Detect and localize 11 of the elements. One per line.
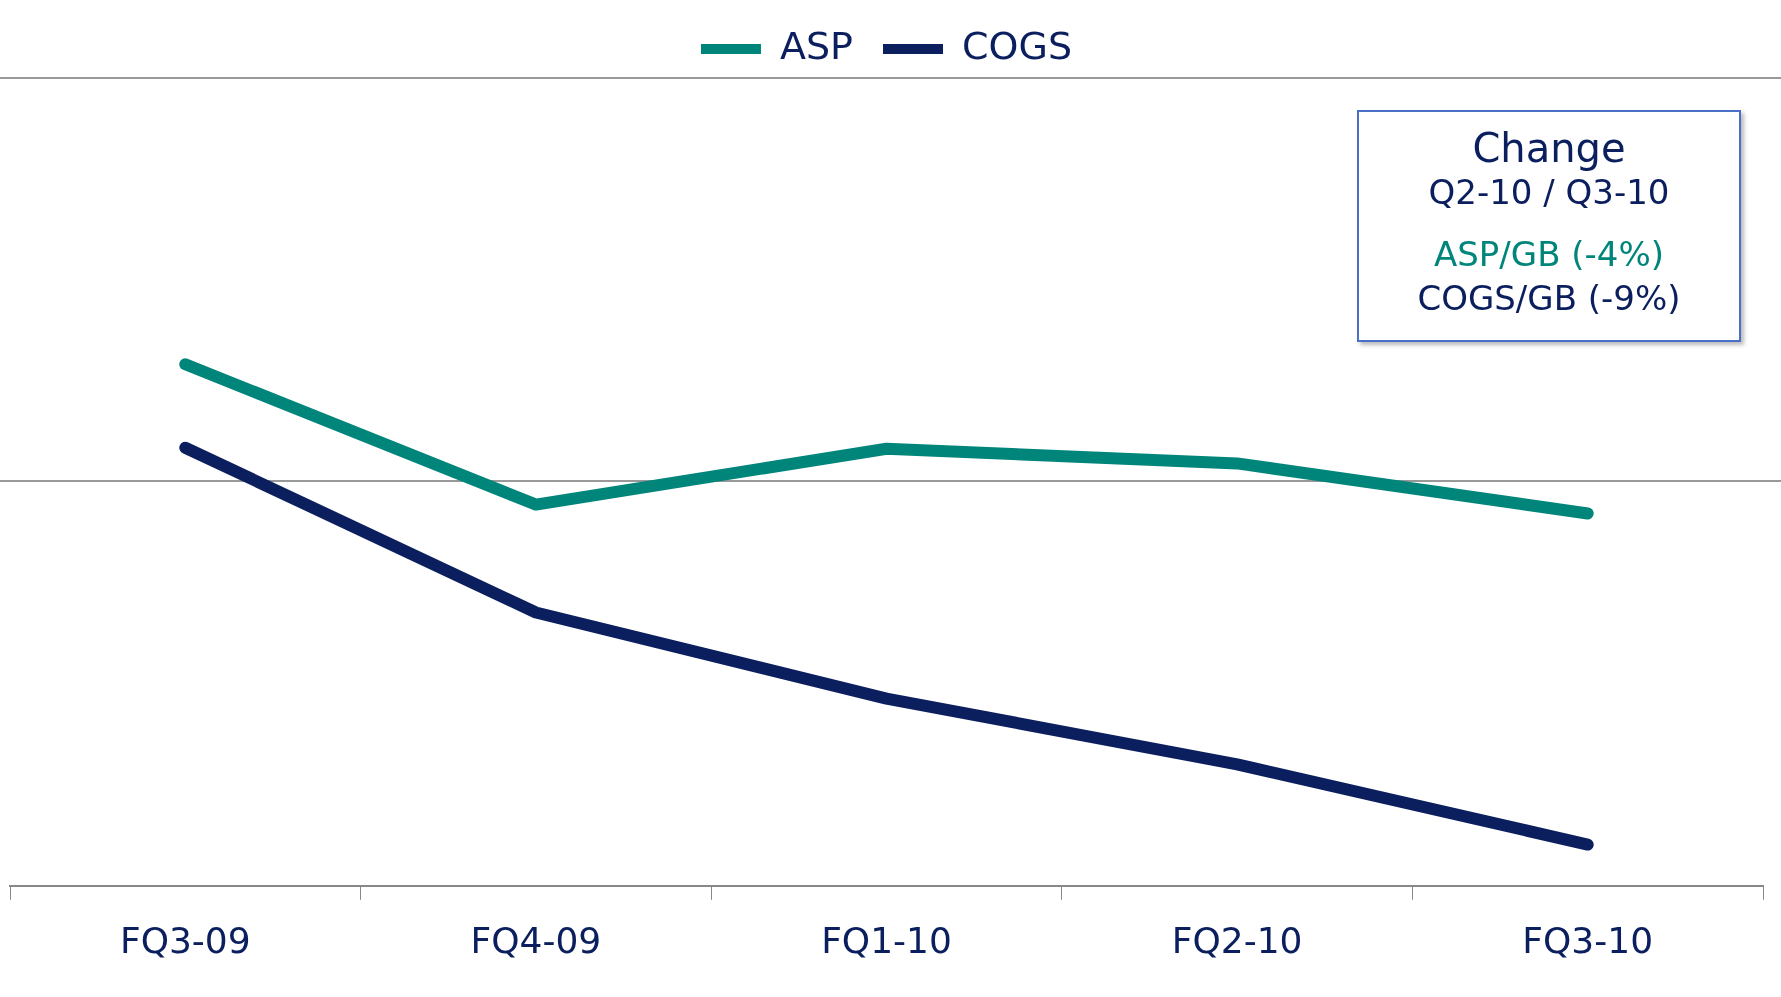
- x-tick-label: FQ4-09: [470, 919, 602, 961]
- text: ASP/GB (-4%): [1433, 233, 1665, 276]
- legend-label: COGS: [962, 23, 1073, 68]
- legend-label: ASP: [779, 23, 854, 68]
- x-tick-label: FQ2-10: [1171, 919, 1303, 961]
- x-tick-label: FQ1-10: [821, 919, 952, 961]
- text: Q2-10 / Q3-10: [1427, 171, 1671, 214]
- text: COGS/GB (-9%): [1416, 277, 1682, 320]
- text: Change: [1471, 125, 1627, 171]
- x-tick-label: FQ3-09: [119, 919, 251, 961]
- x-tick-label: FQ3-10: [1522, 919, 1654, 961]
